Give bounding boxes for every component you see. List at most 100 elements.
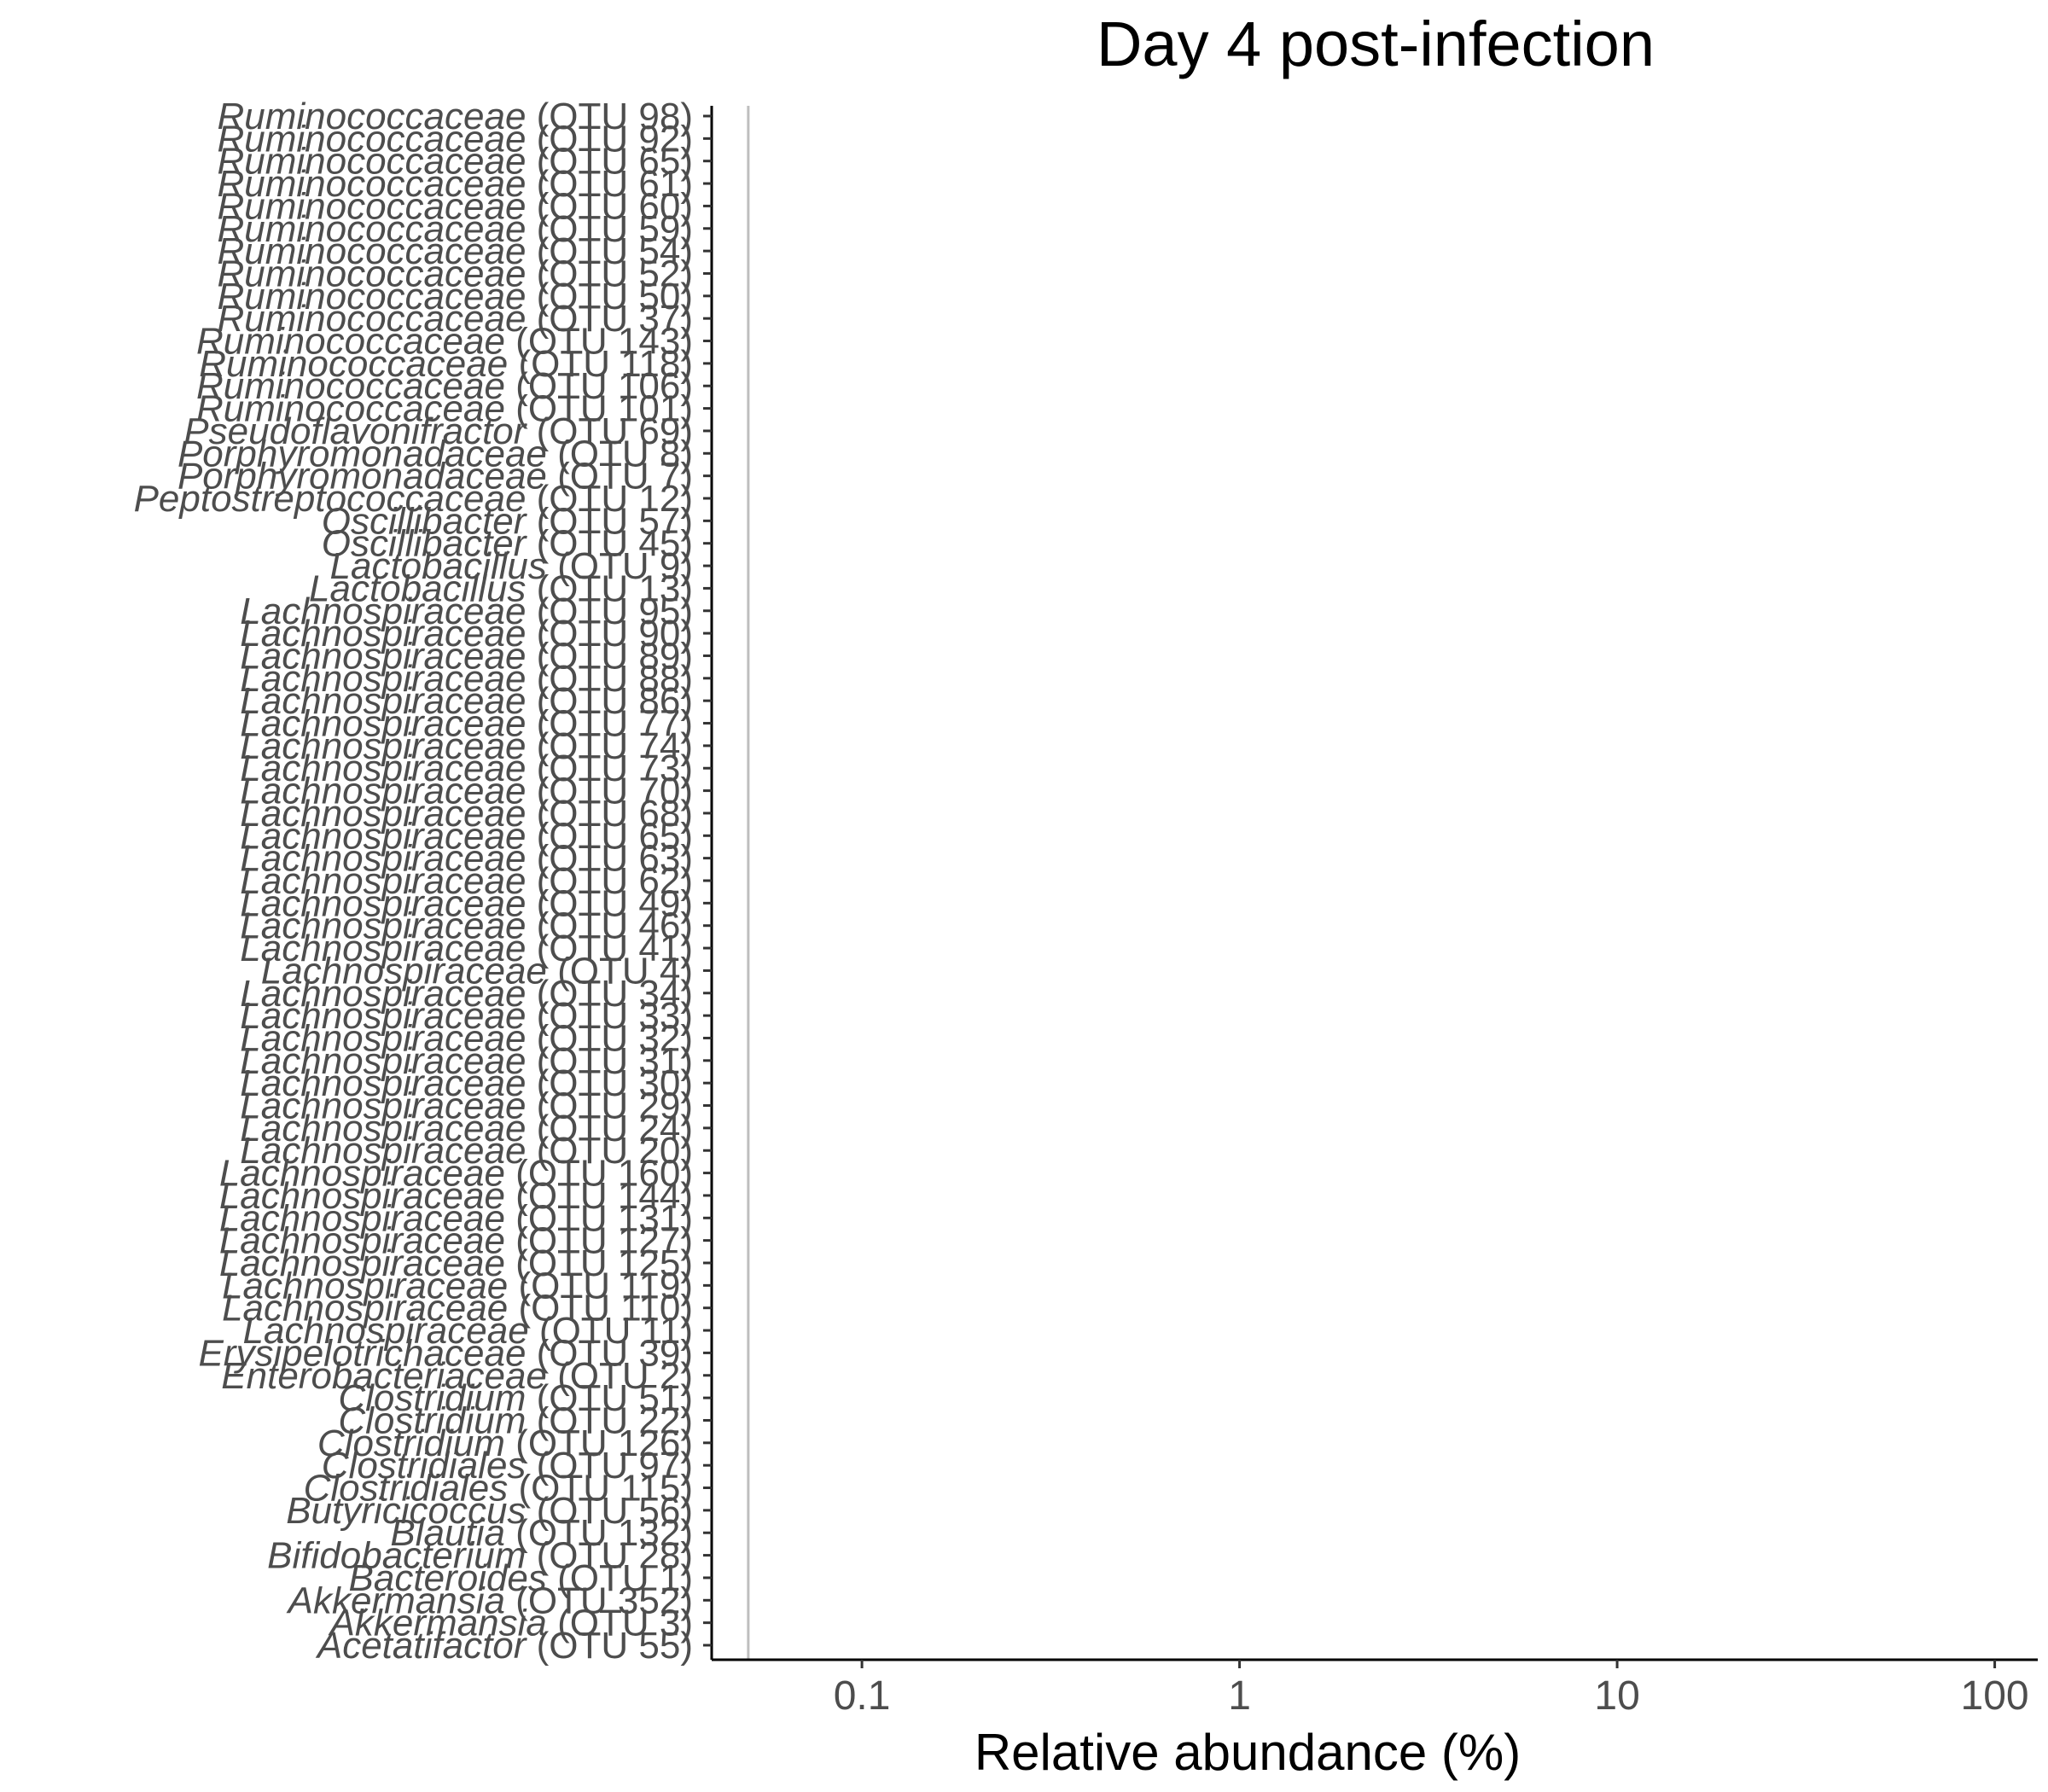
- otu-id: (OTU 89): [526, 635, 693, 677]
- taxon-name: Ruminococcaceae: [217, 185, 526, 227]
- otu-id: (OTU 3): [547, 1603, 693, 1644]
- taxon-name: Lactobacillus: [330, 545, 547, 587]
- y-tick-label: Clostridium (OTU 51): [338, 1377, 693, 1419]
- otu-id: (OTU 62): [526, 860, 693, 902]
- otu-id: (OTU 126): [505, 1423, 693, 1464]
- otu-id: (OTU 60): [526, 185, 693, 227]
- otu-id: (OTU 88): [526, 658, 693, 700]
- otu-id: (OTU 20): [526, 1130, 693, 1172]
- y-tick-label: Lachnospiraceae (OTU 110): [222, 1288, 693, 1329]
- y-tick-label: Lachnospiraceae (OTU 63): [240, 838, 693, 880]
- otu-id: (OTU 51): [526, 1377, 693, 1419]
- y-tick-label: Lachnospiraceae (OTU 34): [240, 973, 693, 1015]
- taxon-name: Ruminococcaceae: [217, 96, 526, 137]
- taxon-name: Lachnospiraceae: [240, 793, 526, 835]
- y-tick-label: Lachnospiraceae (OTU 89): [240, 635, 693, 677]
- y-tick-label: Acetatifactor (OTU 55): [315, 1625, 693, 1667]
- taxon-name: Ruminococcaceae: [196, 388, 505, 430]
- otu-id: (OTU 2): [547, 1355, 693, 1397]
- y-tick-label: Porphyromonadaceae (OTU 7): [177, 456, 693, 497]
- otu-id: (OTU 28): [526, 1535, 693, 1577]
- y-tick-label: Lachnospiraceae (OTU 160): [219, 1153, 693, 1195]
- y-tick-label: Bacteroides (OTU 1): [349, 1557, 693, 1599]
- otu-id: (OTU 143): [505, 321, 693, 363]
- y-tick-label: Enterobacteriaceae (OTU 2): [221, 1355, 693, 1397]
- y-tick-label: Lachnospiraceae (OTU 30): [240, 1062, 693, 1104]
- taxon-name: Lachnospiraceae: [240, 1085, 526, 1127]
- y-tick-label: Lachnospiraceae (OTU 86): [240, 680, 693, 722]
- y-tick-label: Erysipelotrichaceae (OTU 39): [198, 1332, 693, 1374]
- taxon-name: Lachnospiraceae: [240, 591, 526, 632]
- otu-id: (OTU 55): [526, 1625, 693, 1667]
- taxon-name: Clostridium: [338, 1399, 526, 1441]
- otu-id: (OTU 98): [526, 96, 693, 137]
- otu-id: (OTU 86): [526, 680, 693, 722]
- taxon-name: Lachnospiraceae: [240, 680, 526, 722]
- otu-id: (OTU 22): [526, 1399, 693, 1441]
- y-tick-label: Lachnospiraceae (OTU 46): [240, 905, 693, 947]
- y-tick-label: Clostridium (OTU 22): [338, 1399, 693, 1441]
- taxon-name: Clostridiales: [304, 1468, 509, 1510]
- taxon-name: Lachnospiraceae: [219, 1153, 505, 1195]
- y-tick-label: Ruminococcaceae (OTU 54): [217, 230, 693, 272]
- y-tick-label: Akkermansia (OTU 352): [286, 1580, 693, 1621]
- taxon-name: Lachnospiraceae: [240, 1108, 526, 1149]
- y-tick-label: Pseudoflavonifractor (OTU 69): [183, 410, 693, 452]
- y-tick-label: Blautia (OTU 132): [390, 1512, 693, 1554]
- taxon-name: Blautia: [390, 1512, 505, 1554]
- y-tick-label: Lachnospiraceae (OTU 68): [240, 793, 693, 835]
- taxon-name: Lachnospiraceae: [261, 950, 547, 992]
- y-tick-label: Lachnospiraceae (OTU 11): [243, 1310, 693, 1352]
- taxon-name: Lachnospiraceae: [240, 815, 526, 857]
- taxon-name: Lachnospiraceae: [240, 725, 526, 767]
- taxon-name: Lachnospiraceae: [240, 1130, 526, 1172]
- y-tick-label: Lachnospiraceae (OTU 24): [240, 1108, 693, 1149]
- y-tick-label: Lachnospiraceae (OTU 131): [219, 1197, 693, 1239]
- taxon-name: Lachnospiraceae: [219, 1220, 505, 1262]
- y-tick-label: Ruminococcaceae (OTU 106): [196, 365, 693, 407]
- taxon-name: Peptostreptococcaceae: [134, 478, 527, 520]
- otu-id: (OTU 56): [526, 1490, 693, 1532]
- otu-id: (OTU 37): [526, 298, 693, 340]
- x-axis-title: Relative abundance (%): [975, 1724, 1521, 1781]
- taxon-name: Acetatifactor: [315, 1625, 528, 1667]
- otu-id: (OTU 33): [526, 995, 693, 1037]
- otu-id: (OTU 63): [526, 838, 693, 880]
- otu-id: (OTU 24): [526, 1108, 693, 1149]
- taxon-name: Enterobacteriaceae: [221, 1355, 547, 1397]
- x-tick-label: 10: [1594, 1673, 1639, 1719]
- taxon-name: Lachnospiraceae: [222, 1288, 508, 1329]
- y-tick-label: Clostridiales (OTU 115): [304, 1468, 693, 1510]
- taxon-name: Akkermansia: [328, 1603, 547, 1644]
- y-tick-label: Akkermansia (OTU 3): [328, 1603, 693, 1644]
- y-tick-label: Ruminococcaceae (OTU 50): [217, 276, 693, 317]
- taxon-name: Akkermansia: [286, 1580, 505, 1621]
- y-tick-label: Lactobacillus (OTU 9): [330, 545, 693, 587]
- x-tick-label: 1: [1228, 1673, 1251, 1719]
- y-tick-label: Lachnospiraceae (OTU 4): [261, 950, 693, 992]
- taxon-name: Lachnospiraceae: [240, 703, 526, 745]
- otu-id: (OTU 31): [526, 1040, 693, 1082]
- y-tick-label: Lachnospiraceae (OTU 32): [240, 1017, 693, 1059]
- y-tick-label: Oscillibacter (OTU 57): [322, 500, 693, 542]
- otu-id: (OTU 77): [526, 703, 693, 745]
- taxon-name: Ruminococcaceae: [217, 141, 526, 183]
- taxon-name: Lachnospiraceae: [219, 1197, 505, 1239]
- y-tick-label: Lachnospiraceae (OTU 90): [240, 613, 693, 655]
- y-tick-label: Ruminococcaceae (OTU 118): [199, 343, 693, 385]
- otu-id: (OTU 52): [526, 253, 693, 294]
- taxon-name: Ruminococcaceae: [217, 276, 526, 317]
- taxon-name: Pseudoflavonifractor: [183, 410, 527, 452]
- y-tick-label: Lachnospiraceae (OTU 77): [240, 703, 693, 745]
- taxon-name: Ruminococcaceae: [217, 253, 526, 294]
- taxon-name: Ruminococcaceae: [217, 208, 526, 250]
- taxon-name: Lachnospiraceae: [240, 658, 526, 700]
- y-tick-label: Lachnospiraceae (OTU 33): [240, 995, 693, 1037]
- otu-id: (OTU 92): [526, 118, 693, 160]
- otu-id: (OTU 54): [526, 230, 693, 272]
- taxon-name: Lachnospiraceae: [240, 838, 526, 880]
- taxon-name: Ruminococcaceae: [196, 365, 505, 407]
- otu-id: (OTU 45): [526, 523, 693, 565]
- taxon-name: Clostridium: [317, 1423, 505, 1464]
